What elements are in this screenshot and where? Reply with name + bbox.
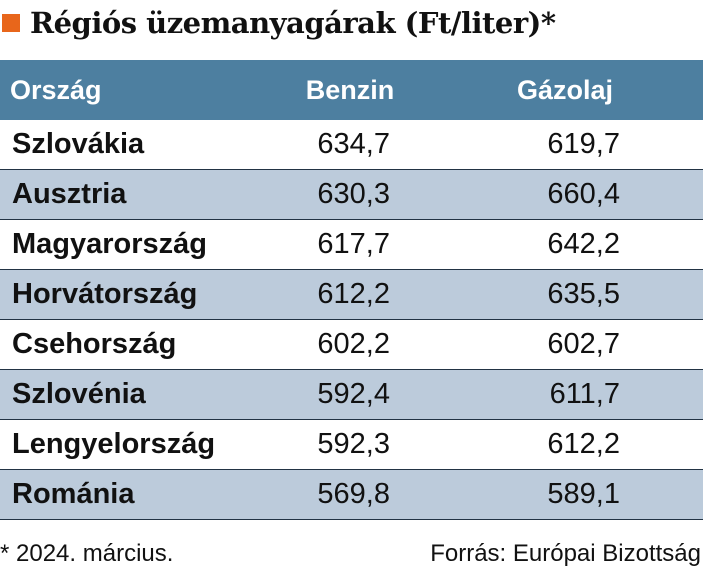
table-row: Csehország 602,2 602,7 (0, 320, 703, 370)
table-row: Magyarország 617,7 642,2 (0, 220, 703, 270)
gazolaj-price-cell: 660,4 (547, 178, 620, 210)
table-row: Románia 569,8 589,1 (0, 470, 703, 520)
title-row: Régiós üzemanyagárak (Ft/liter)* (0, 0, 703, 46)
country-cell: Csehország (12, 328, 177, 360)
table-row: Lengyelország 592,3 612,2 (0, 420, 703, 470)
gazolaj-price-cell: 611,7 (549, 378, 620, 410)
gazolaj-price-cell: 619,7 (547, 128, 620, 160)
gazolaj-price-cell: 635,5 (547, 278, 620, 310)
benzin-price-cell: 569,8 (317, 478, 390, 510)
column-header-benzin: Benzin (305, 74, 395, 105)
country-cell: Románia (12, 478, 135, 510)
benzin-price-cell: 634,7 (317, 128, 390, 160)
table-row: Horvátország 612,2 635,5 (0, 270, 703, 320)
benzin-price-cell: 617,7 (317, 228, 390, 260)
column-header-country: Ország (10, 74, 102, 105)
country-cell: Szlovákia (12, 128, 145, 160)
table-row: Szlovénia 592,4 611,7 (0, 370, 703, 420)
benzin-price-cell: 630,3 (317, 178, 390, 210)
gazolaj-price-cell: 612,2 (547, 428, 620, 460)
column-header-gazolaj: Gázolaj (516, 74, 614, 105)
gazolaj-price-cell: 589,1 (547, 478, 620, 510)
country-cell: Ausztria (12, 178, 127, 210)
table-header-row: Ország Benzin Gázolaj (0, 60, 703, 120)
country-cell: Magyarország (12, 228, 208, 260)
gazolaj-price-cell: 602,7 (547, 328, 620, 360)
country-cell: Lengyelország (12, 428, 216, 460)
footnote: * 2024. március. (0, 540, 174, 567)
benzin-price-cell: 592,4 (317, 378, 390, 410)
benzin-price-cell: 592,3 (317, 428, 390, 460)
table-row: Ausztria 630,3 660,4 (0, 170, 703, 220)
benzin-price-cell: 612,2 (317, 278, 390, 310)
table-body: Szlovákia 634,7 619,7 Ausztria 630,3 660,4 Mag… (0, 120, 703, 520)
table-row: Szlovákia 634,7 619,7 (0, 120, 703, 170)
country-cell: Szlovénia (12, 378, 146, 410)
country-cell: Horvátország (12, 278, 198, 310)
gazolaj-price-cell: 642,2 (547, 228, 620, 260)
title-marker-square (2, 14, 20, 32)
footer: * 2024. március. Forrás: Európai Bizotts… (0, 536, 703, 576)
chart-title: Régiós üzemanyagárak (Ft/liter)* (30, 6, 556, 40)
benzin-price-cell: 602,2 (317, 328, 390, 360)
source-credit: Forrás: Európai Bizottság (430, 540, 701, 567)
fuel-price-table: Ország Benzin Gázolaj Szlovákia 634,7 619,… (0, 60, 703, 520)
